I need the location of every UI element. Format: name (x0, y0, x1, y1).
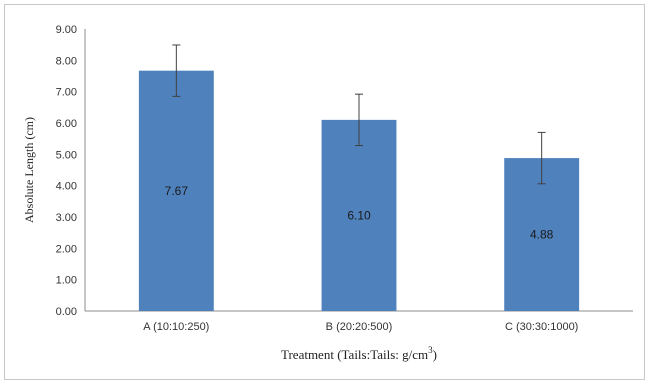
bars (138, 70, 580, 311)
y-tick-labels: 0.00 1.00 2.00 3.00 4.00 5.00 6.00 7.00 8.00 9.00 (56, 24, 77, 318)
category-label: C (30:30:1000) (505, 321, 578, 333)
bar (138, 70, 214, 311)
y-tick-label: 3.00 (56, 212, 77, 224)
x-axis-title-main: Treatment (Tails:Tails: g/cm (281, 347, 428, 362)
y-axis-title: Absolute Length (cm) (22, 117, 36, 223)
y-tick-label: 4.00 (56, 181, 77, 193)
error-bars (172, 44, 546, 185)
bar (321, 119, 397, 311)
x-axis-title-end: ) (433, 347, 437, 362)
category-label: A (10:10:250) (143, 321, 209, 333)
y-tick-label: 7.00 (56, 87, 77, 99)
y-tick-label: 0.00 (56, 306, 77, 318)
x-axis-title-superscript: 3 (428, 345, 433, 355)
y-tick-label: 2.00 (56, 243, 77, 255)
y-tick-label: 8.00 (56, 55, 77, 67)
category-label: B (20:20:500) (326, 321, 393, 333)
bar-value-label: 6.10 (347, 208, 371, 222)
y-tick-label: 1.00 (56, 275, 77, 287)
category-labels: A (10:10:250) B (20:20:500) C (30:30:1000) (143, 321, 578, 333)
y-tick-label: 5.00 (56, 149, 77, 161)
chart-frame: 0.00 1.00 2.00 3.00 4.00 5.00 6.00 7.00 8.00 9.00… (4, 4, 645, 380)
bar-value-labels: 7.67 6.10 4.88 (165, 184, 554, 242)
y-tick-label: 6.00 (56, 118, 77, 130)
x-axis-title: Treatment (Tails:Tails: g/cm3) (281, 345, 437, 362)
y-tick-label: 9.00 (56, 24, 77, 36)
bar-chart: 0.00 1.00 2.00 3.00 4.00 5.00 6.00 7.00 8.00 9.00… (22, 24, 633, 362)
bar-value-label: 7.67 (165, 184, 189, 198)
bar-value-label: 4.88 (530, 228, 554, 242)
